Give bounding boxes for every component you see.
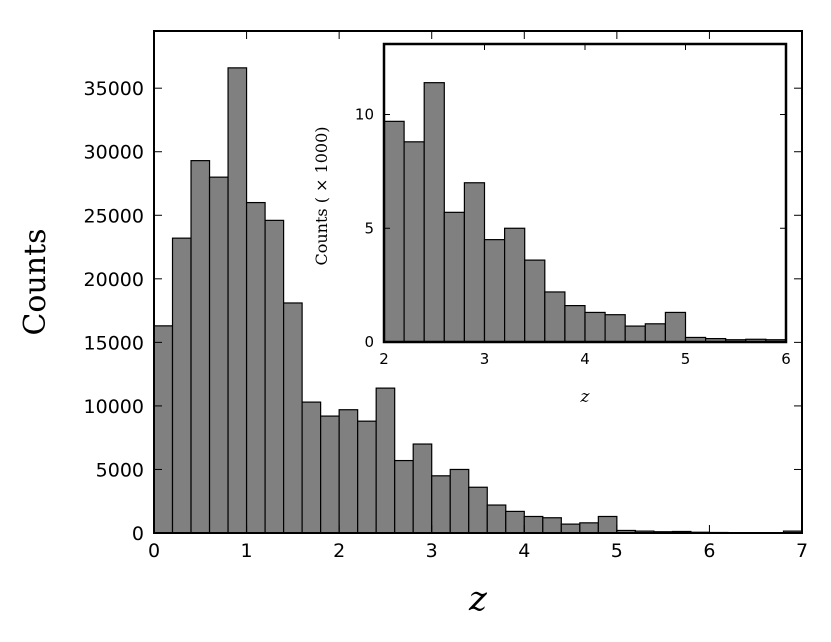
main-x-tick-label: 5	[611, 540, 623, 562]
inset-bar	[645, 324, 665, 342]
inset-bar	[525, 260, 545, 342]
main-bar	[191, 161, 210, 533]
main-bar	[506, 511, 525, 533]
main-y-tick-label: 30000	[84, 142, 144, 164]
inset-y-tick-label: 10	[355, 106, 374, 124]
main-x-tick-label: 0	[148, 540, 160, 562]
inset-bar	[665, 312, 685, 342]
inset-bar	[384, 121, 404, 342]
main-bar	[154, 326, 173, 533]
inset-x-tick-label: 5	[681, 350, 691, 368]
main-bar	[321, 416, 340, 533]
inset-x-axis-label: z	[580, 387, 591, 407]
main-x-tick-label: 4	[518, 540, 530, 562]
main-bar	[339, 410, 358, 533]
inset-bar	[625, 326, 645, 342]
inset-bar	[585, 312, 605, 342]
inset-bar	[444, 212, 464, 342]
main-y-tick-label: 35000	[84, 78, 144, 100]
main-x-tick-label: 6	[703, 540, 715, 562]
main-bar	[247, 203, 266, 533]
main-bar	[598, 516, 617, 533]
main-bar	[265, 220, 284, 533]
main-y-tick-label: 15000	[84, 332, 144, 354]
main-bar	[469, 487, 488, 533]
inset-bar	[464, 183, 484, 342]
inset-bar	[565, 306, 585, 342]
main-bar	[487, 505, 506, 533]
main-x-tick-label: 7	[796, 540, 808, 562]
inset-bar	[424, 83, 444, 342]
main-bar	[524, 516, 543, 533]
main-bar	[376, 388, 395, 533]
inset-y-tick-label: 0	[364, 333, 374, 351]
main-y-axis-label: Counts	[18, 228, 53, 335]
main-bar	[413, 444, 432, 533]
inset-bar	[545, 292, 565, 342]
main-bar	[228, 68, 247, 533]
main-x-tick-label: 3	[426, 540, 438, 562]
main-bar	[543, 518, 562, 533]
inset-bar	[605, 315, 625, 342]
inset-bar	[485, 240, 505, 342]
main-bar	[284, 303, 303, 533]
main-y-tick-label: 20000	[84, 269, 144, 291]
inset-x-tick-label: 4	[580, 350, 590, 368]
inset-y-axis-label: Counts ( × 1000)	[312, 127, 331, 266]
inset-bar	[404, 142, 424, 342]
main-bar	[358, 421, 377, 533]
main-y-tick-label: 25000	[84, 205, 144, 227]
main-bar	[561, 524, 580, 533]
inset-x-tick-label: 3	[480, 350, 490, 368]
main-bar	[432, 476, 451, 533]
main-x-tick-label: 1	[241, 540, 253, 562]
inset-x-tick-label: 6	[781, 350, 791, 368]
main-bar	[450, 469, 469, 533]
inset-x-tick-label: 2	[379, 350, 389, 368]
main-bar	[210, 177, 229, 533]
main-y-tick-label: 5000	[96, 459, 144, 481]
main-y-tick-label: 0	[132, 523, 144, 545]
main-y-tick-label: 10000	[84, 396, 144, 418]
main-bar	[580, 523, 599, 533]
main-bar	[395, 461, 414, 533]
main-bar	[302, 402, 321, 533]
inset-bar	[505, 228, 525, 342]
main-x-axis-label: z	[468, 579, 488, 619]
inset-y-tick-label: 5	[364, 219, 374, 237]
main-x-tick-label: 2	[333, 540, 345, 562]
main-bar	[173, 238, 192, 533]
